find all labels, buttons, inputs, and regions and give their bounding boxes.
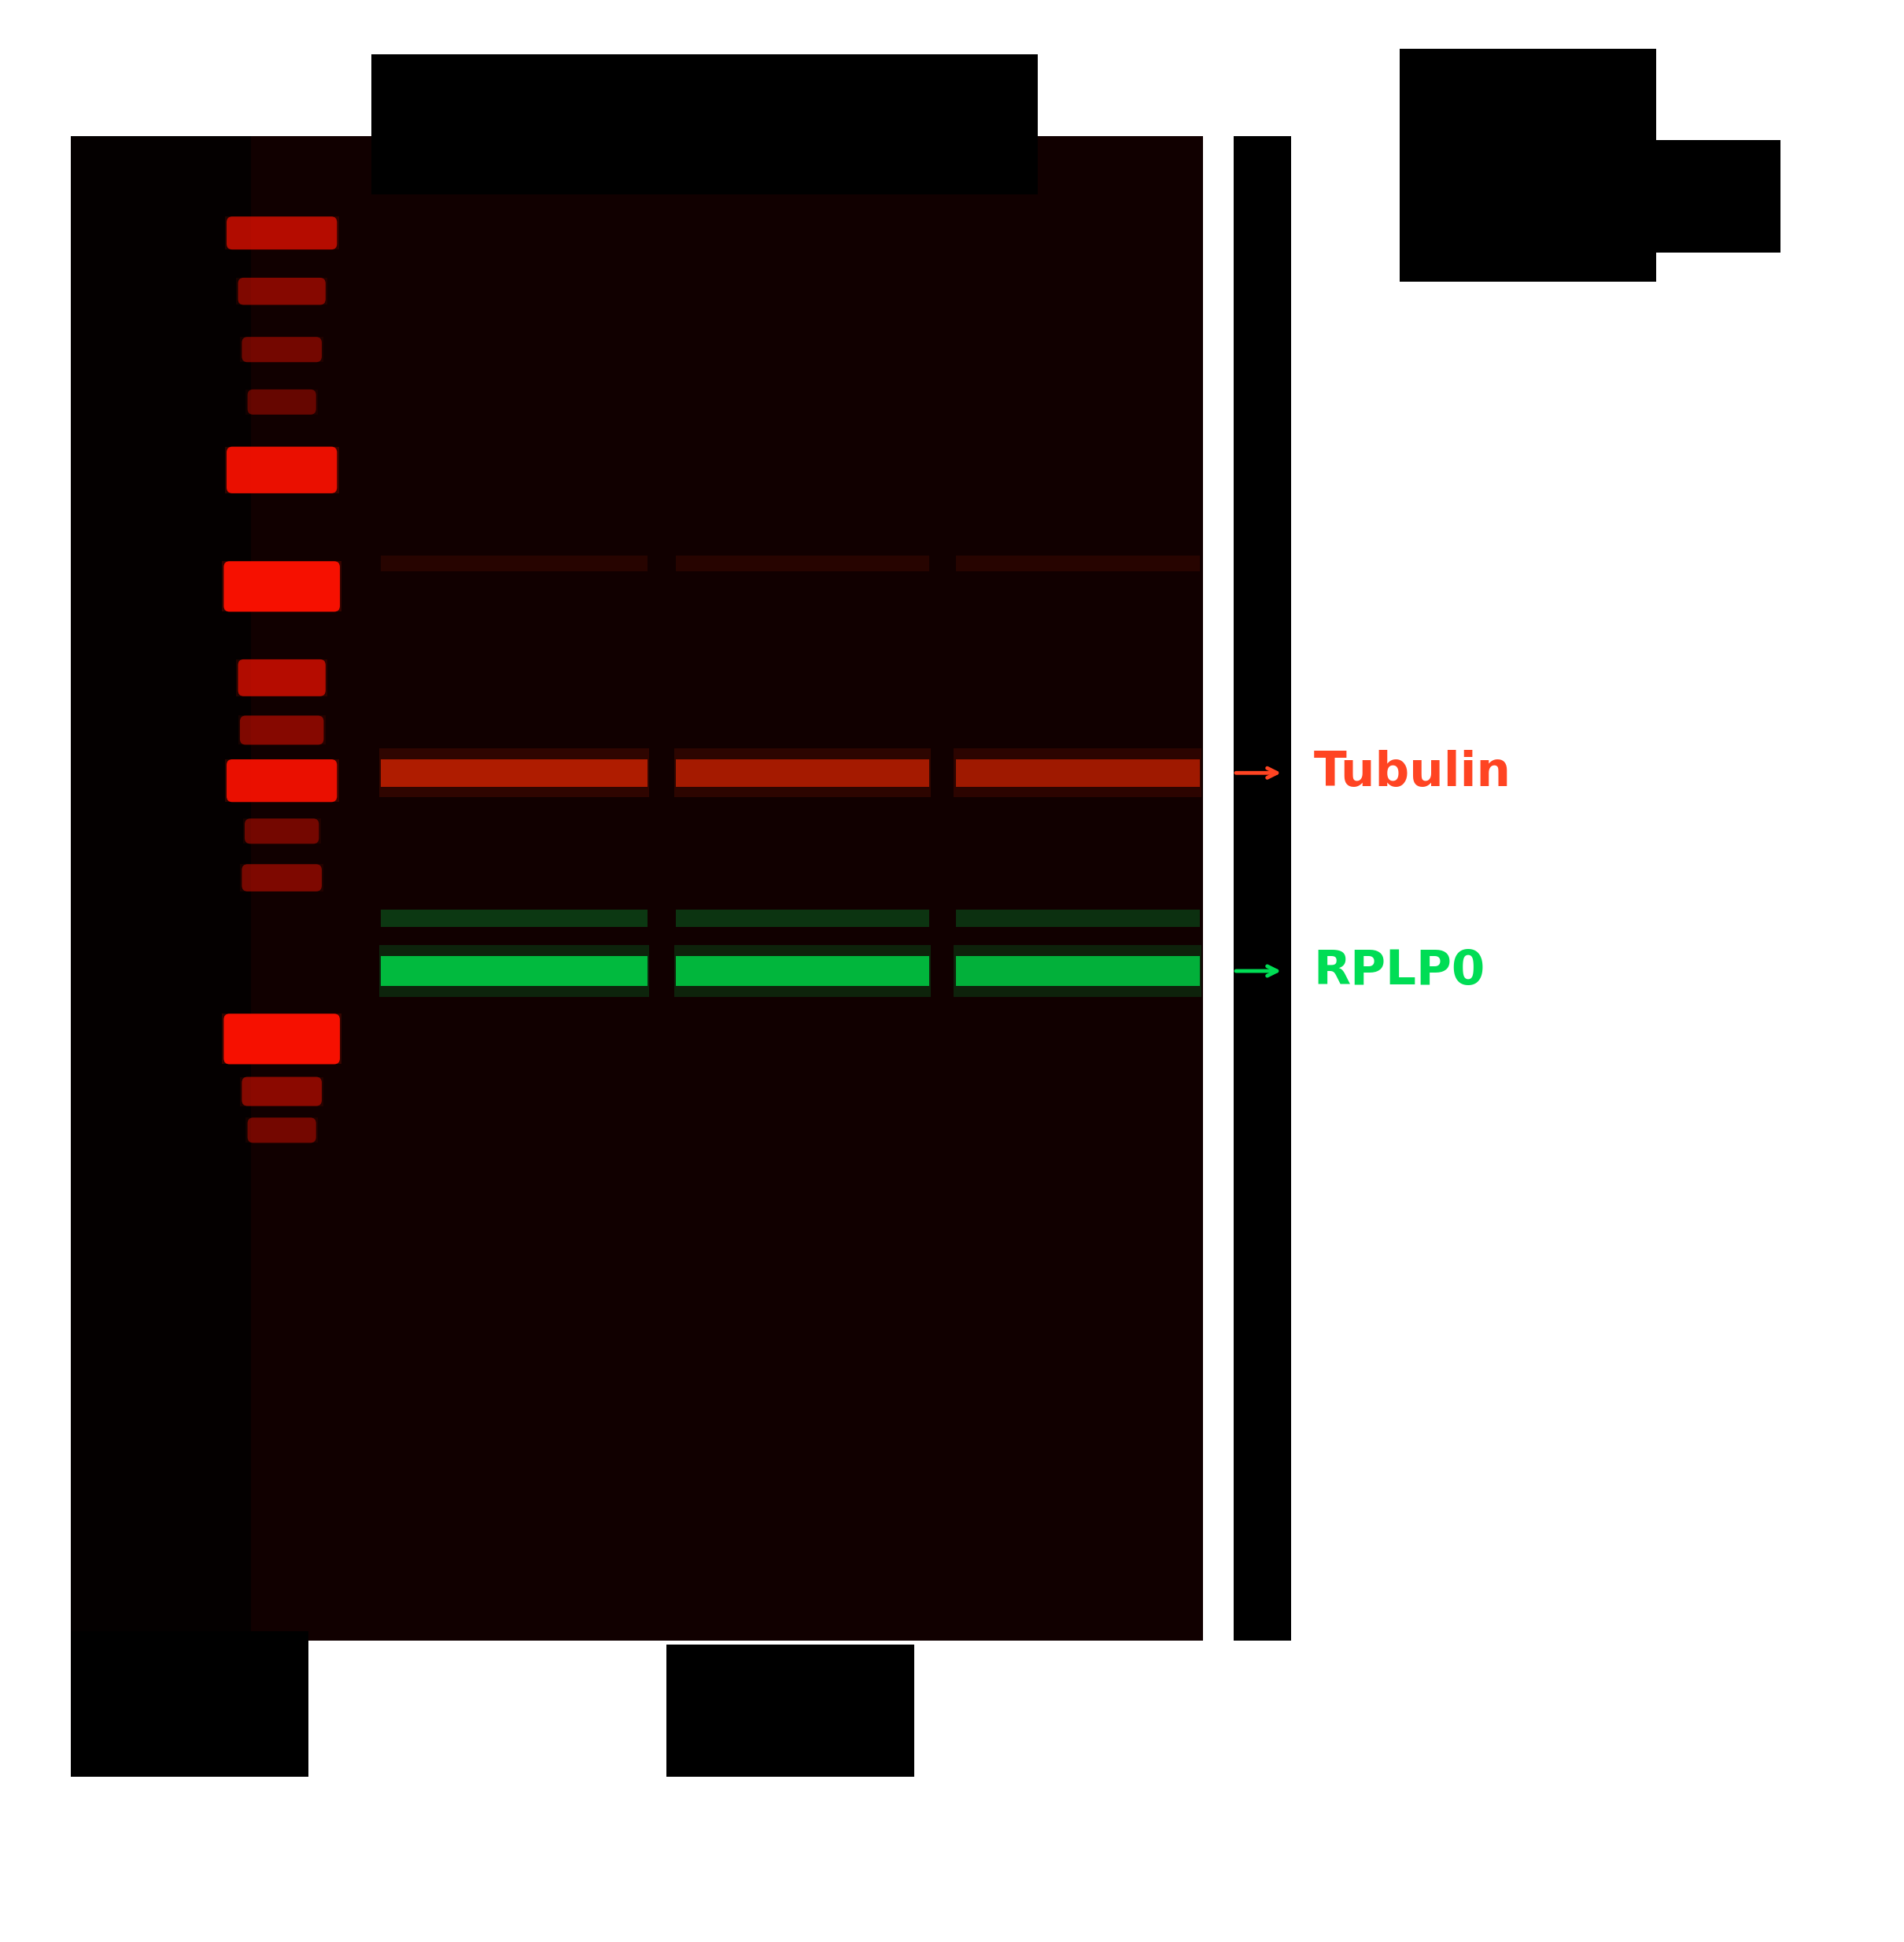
FancyBboxPatch shape xyxy=(238,278,326,305)
FancyBboxPatch shape xyxy=(238,658,326,695)
FancyBboxPatch shape xyxy=(240,715,324,744)
Text: RPLP0: RPLP0 xyxy=(1314,948,1485,994)
Text: Tubulin: Tubulin xyxy=(1314,750,1512,796)
Bar xyxy=(371,54,1038,194)
Bar xyxy=(225,216,339,251)
FancyBboxPatch shape xyxy=(223,561,339,612)
Bar xyxy=(1399,49,1656,282)
FancyBboxPatch shape xyxy=(223,1014,339,1064)
Bar xyxy=(954,946,1201,998)
Bar xyxy=(221,561,343,612)
Bar xyxy=(676,957,929,987)
Bar xyxy=(1234,136,1291,1641)
FancyBboxPatch shape xyxy=(227,216,337,251)
Bar xyxy=(381,909,647,926)
Bar xyxy=(676,555,929,571)
Bar xyxy=(674,946,931,998)
Bar xyxy=(379,946,649,998)
FancyBboxPatch shape xyxy=(242,1076,322,1107)
Bar xyxy=(225,447,339,493)
Bar xyxy=(956,957,1200,987)
Bar xyxy=(236,278,327,305)
Bar xyxy=(221,1014,343,1064)
Bar xyxy=(1656,140,1780,252)
FancyBboxPatch shape xyxy=(248,1119,316,1142)
Bar xyxy=(238,715,326,744)
Bar xyxy=(70,136,1203,1641)
Bar xyxy=(240,338,324,361)
FancyBboxPatch shape xyxy=(244,820,320,843)
Bar xyxy=(381,759,647,787)
FancyBboxPatch shape xyxy=(227,447,337,493)
FancyBboxPatch shape xyxy=(242,338,322,361)
Bar xyxy=(956,759,1200,787)
Bar xyxy=(246,1119,318,1142)
Bar xyxy=(246,388,318,416)
Bar xyxy=(225,759,339,802)
Bar xyxy=(244,820,320,843)
Bar xyxy=(954,748,1201,798)
Bar xyxy=(956,909,1200,926)
Bar xyxy=(381,555,647,571)
Bar xyxy=(70,136,1203,1641)
FancyBboxPatch shape xyxy=(242,864,322,891)
Bar xyxy=(379,748,649,798)
Bar xyxy=(240,1076,324,1107)
Bar xyxy=(676,759,929,787)
FancyBboxPatch shape xyxy=(227,759,337,802)
Bar xyxy=(676,909,929,926)
Bar xyxy=(666,1645,914,1777)
Bar xyxy=(240,864,324,891)
Bar xyxy=(956,555,1200,571)
Bar xyxy=(70,136,251,1641)
FancyBboxPatch shape xyxy=(248,388,316,416)
Bar xyxy=(381,957,647,987)
Bar xyxy=(674,748,931,798)
Bar xyxy=(70,1631,308,1777)
Bar xyxy=(236,658,327,695)
